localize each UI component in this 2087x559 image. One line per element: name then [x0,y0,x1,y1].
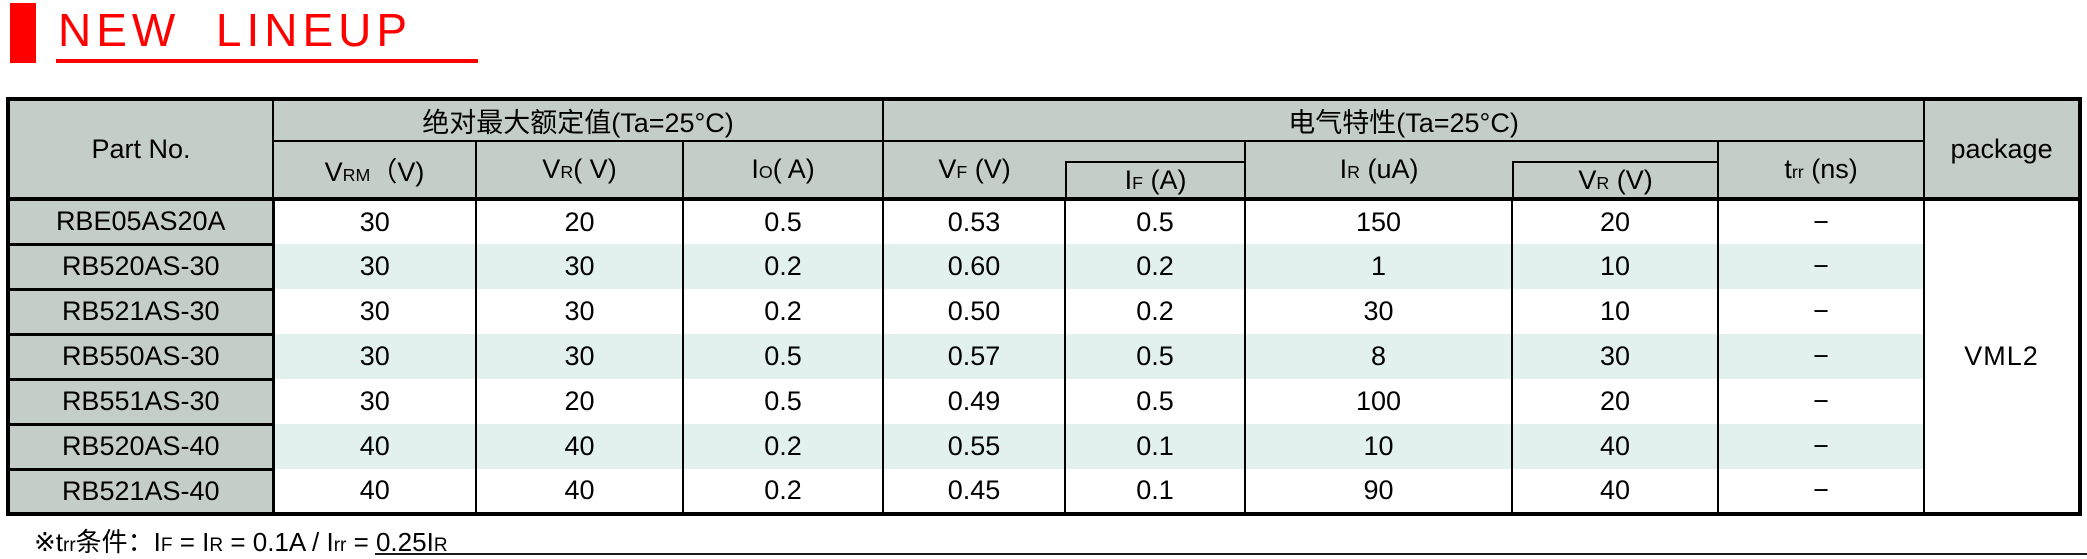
vr-max-cell: 20 [475,199,683,244]
column-header-trr: trr (ns) [1717,140,1926,201]
table-row: RB521AS-30 30 30 0.2 0.50 0.2 30 10 − [8,289,2080,336]
vf-cell: 0.49 [882,379,1066,424]
vrm-cell: 40 [272,469,476,514]
trr-cell: − [1717,334,1925,379]
io-cell: 0.2 [681,424,884,469]
vf-cell: 0.55 [882,424,1066,469]
ir-cell: 150 [1244,199,1513,244]
column-header-part-no: Part No. [7,98,274,201]
table-row: RB550AS-30 30 30 0.5 0.57 0.5 8 30 − [8,334,2080,381]
vf-cell: 0.50 [882,289,1066,334]
table-row: RB551AS-30 30 20 0.5 0.49 0.5 100 20 − [8,379,2080,426]
io-cell: 0.2 [681,289,884,334]
column-header-vr-test: VR (V) [1512,140,1720,201]
if-cell: 0.5 [1064,199,1246,244]
column-header-if: IF (A) [1065,140,1247,201]
lineup-table: Part No. 绝对最大额定值(Ta=25°C) 电气特性(Ta=25°C) … [6,97,2083,516]
trr-cell: − [1717,199,1925,244]
column-header-vf: VF (V) [882,140,1066,201]
trr-condition-footnote: ※trr条件：IF = IR = 0.1A / Irr = 0.25IR [34,527,448,557]
vf-cell: 0.45 [882,469,1066,514]
if-cell: 0.5 [1064,334,1246,379]
column-header-vr-max: VR( V) [475,140,684,201]
vf-cell: 0.57 [882,334,1066,379]
vrm-cell: 30 [272,379,476,424]
trr-cell: − [1717,289,1925,334]
if-cell: 0.1 [1064,469,1246,514]
ir-cell: 30 [1244,289,1513,334]
io-cell: 0.2 [681,469,884,514]
table-row: RB521AS-40 40 40 0.2 0.45 0.1 90 40 − [8,469,2080,514]
io-cell: 0.5 [681,199,884,244]
ir-cell: 8 [1244,334,1513,379]
part-no-cell: RBE05AS20A [8,199,275,246]
column-header-io: IO( A) [681,140,885,201]
vr-max-cell: 40 [475,469,683,514]
group-header-electrical: 电气特性(Ta=25°C) [882,98,1926,142]
vr-max-cell: 20 [475,379,683,424]
io-cell: 0.2 [681,244,884,289]
vrm-cell: 30 [272,199,476,244]
column-header-ir: IR (uA) [1244,140,1513,201]
ir-cell: 1 [1244,244,1513,289]
vrm-cell: 30 [272,289,476,334]
vrm-cell: 30 [272,334,476,379]
group-header-abs-max: 绝对最大额定值(Ta=25°C) [271,98,885,142]
vrm-cell: 40 [272,424,476,469]
vr-test-cell: 10 [1511,244,1719,289]
vr-max-cell: 30 [475,334,683,379]
if-cell: 0.1 [1064,424,1246,469]
vrm-cell: 30 [272,244,476,289]
trr-cell: − [1717,379,1925,424]
ir-cell: 90 [1244,469,1513,514]
column-header-vrm: VRM（V) [272,140,477,201]
vr-max-cell: 30 [475,244,683,289]
part-no-cell: RB520AS-30 [8,244,275,291]
vr-test-cell: 20 [1511,379,1719,424]
part-no-cell: RB521AS-40 [8,469,275,514]
vr-test-cell: 20 [1511,199,1719,244]
column-header-package: package [1923,98,2082,201]
vr-test-cell: 30 [1511,334,1719,379]
trr-cell: − [1717,469,1925,514]
logo-red-bar [10,3,36,63]
vr-max-cell: 30 [475,289,683,334]
part-no-cell: RB520AS-40 [8,424,275,471]
vf-cell: 0.60 [882,244,1066,289]
trr-cell: − [1717,244,1925,289]
part-no-cell: RB550AS-30 [8,334,275,381]
if-cell: 0.2 [1064,289,1246,334]
part-no-cell: RB521AS-30 [8,289,275,336]
trr-cell: − [1717,424,1925,469]
part-no-cell: RB551AS-30 [8,379,275,426]
if-cell: 0.5 [1064,379,1246,424]
ir-cell: 100 [1244,379,1513,424]
if-cell: 0.2 [1064,244,1246,289]
vr-max-cell: 40 [475,424,683,469]
io-cell: 0.5 [681,334,884,379]
vr-test-cell: 40 [1511,424,1719,469]
table-row: RBE05AS20A 30 20 0.5 0.53 0.5 150 20 − V… [8,199,2081,514]
table-row: RB520AS-30 30 30 0.2 0.60 0.2 1 10 − [8,244,2080,291]
logo-underline [56,59,478,63]
ir-cell: 10 [1244,424,1513,469]
package-cell: VML2 [1923,199,2081,514]
table-body: RBE05AS20A 30 20 0.5 0.53 0.5 150 20 − V… [8,199,2081,514]
page-title: NEW LINEUP [58,4,413,56]
table-row: RB520AS-40 40 40 0.2 0.55 0.1 10 40 − [8,424,2080,471]
vr-test-cell: 40 [1511,469,1719,514]
bottom-divider [375,553,2087,555]
vr-test-cell: 10 [1511,289,1719,334]
io-cell: 0.5 [681,379,884,424]
vf-cell: 0.53 [882,199,1066,244]
